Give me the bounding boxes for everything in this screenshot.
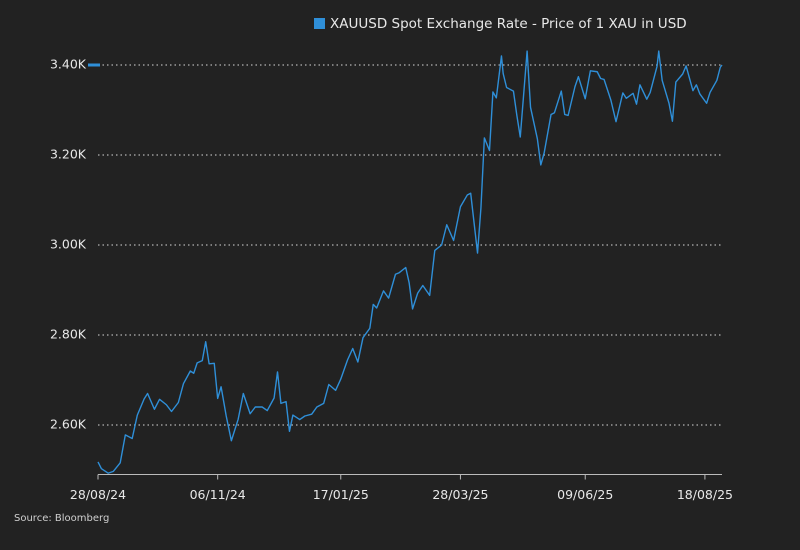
source: Source: Bloomberg [14,513,109,524]
y-tick-label: 2.80K [50,327,87,342]
legend-swatch [314,18,325,29]
price-line [97,50,723,474]
x-tick-label: 09/06/25 [557,487,613,502]
y-tick-label: 3.00K [50,237,87,252]
x-tick-label: 17/01/25 [313,487,369,502]
x-tick-label: 28/03/25 [432,487,488,502]
x-tick-label: 28/08/24 [70,487,126,502]
legend-label: XAUUSD Spot Exchange Rate - Price of 1 X… [330,16,687,32]
x-tick-label: 18/08/25 [677,487,733,502]
y-tick-label: 2.60K [50,417,87,432]
y-tick-label: 3.40K [50,57,87,72]
x-tick-label: 06/11/24 [190,487,246,502]
y-tick-label: 3.20K [50,147,87,162]
last-value-marker [88,63,100,67]
